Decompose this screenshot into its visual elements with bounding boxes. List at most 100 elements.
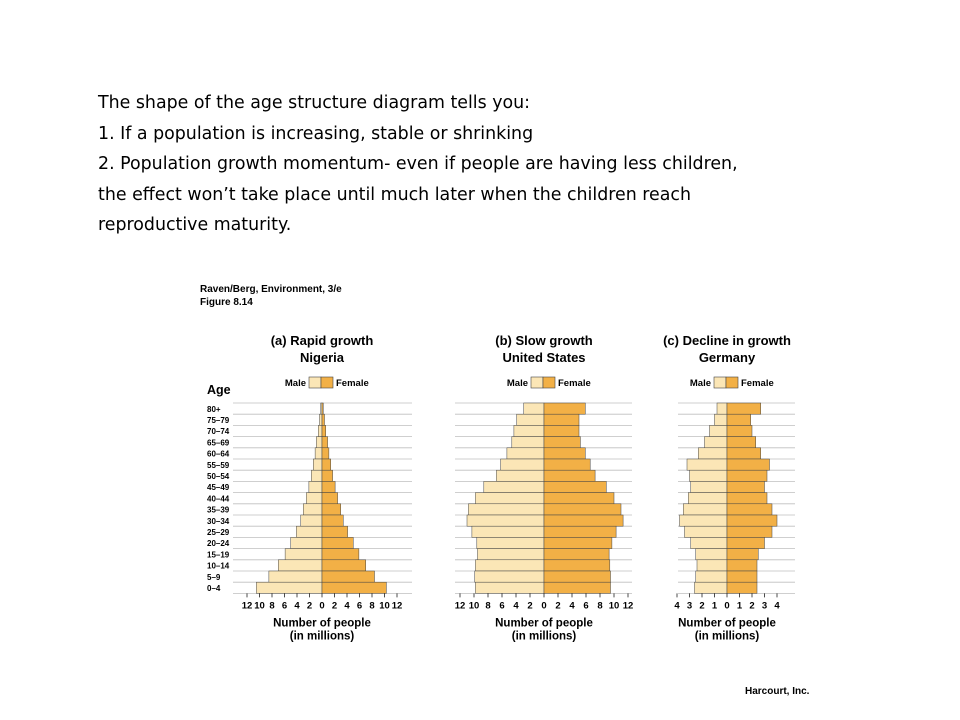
bar-male-12 xyxy=(684,525,728,538)
x-axis-label: (in millions) xyxy=(695,630,760,642)
bar-male-6 xyxy=(500,458,545,471)
pyramid-subtitle: Germany xyxy=(699,350,756,365)
age-tick-label: 10–14 xyxy=(207,562,230,571)
figure-credit: Harcourt, Inc. xyxy=(745,686,810,697)
x-tick-label: 6 xyxy=(499,600,504,611)
bar-male-17 xyxy=(694,581,728,594)
x-tick-label: 6 xyxy=(282,600,287,611)
slide-text-line-5: reproductive maturity. xyxy=(98,215,292,235)
pyramid-title: (c) Decline in growth xyxy=(663,333,791,348)
age-tick-label: 45–49 xyxy=(207,483,230,492)
bar-female-14 xyxy=(726,548,759,561)
bar-male-12 xyxy=(296,525,323,538)
bar-male-6 xyxy=(686,458,728,471)
legend-swatch-male xyxy=(530,376,544,389)
x-tick-label: 12 xyxy=(623,600,634,611)
bar-female-11 xyxy=(321,514,344,527)
bar-female-12 xyxy=(726,525,773,538)
bar-female-15 xyxy=(543,559,611,572)
bar-male-10 xyxy=(683,503,728,516)
bar-male-4 xyxy=(316,436,323,449)
legend-swatch-female xyxy=(725,376,739,389)
bar-female-8 xyxy=(726,481,765,493)
bar-male-2 xyxy=(516,413,545,426)
bar-male-13 xyxy=(476,537,545,549)
bar-female-7 xyxy=(543,469,596,482)
bar-male-12 xyxy=(471,525,545,538)
age-tick-label: 5–9 xyxy=(207,573,221,582)
age-tick-label: 75–79 xyxy=(207,416,230,425)
bar-female-2 xyxy=(321,413,325,426)
bar-female-10 xyxy=(543,503,622,516)
bar-female-13 xyxy=(321,537,354,549)
x-tick-label: 12 xyxy=(455,600,466,611)
bar-male-2 xyxy=(714,413,728,426)
legend-label-female: Female xyxy=(558,378,591,389)
bar-male-7 xyxy=(689,469,728,482)
x-axis-label: Number of people xyxy=(678,617,776,629)
legend-label-female: Female xyxy=(741,378,774,389)
x-tick-label: 10 xyxy=(379,600,390,611)
legend-label-female: Female xyxy=(336,378,369,389)
bar-male-17 xyxy=(256,581,323,594)
x-tick-label: 8 xyxy=(485,600,490,611)
bar-male-4 xyxy=(511,436,545,449)
pyramid-subtitle: Nigeria xyxy=(300,350,345,365)
bar-male-16 xyxy=(268,570,323,583)
bar-male-10 xyxy=(303,503,323,516)
bar-male-11 xyxy=(466,514,545,527)
x-axis-label: Number of people xyxy=(495,617,593,629)
bar-female-1 xyxy=(321,402,324,415)
bar-female-5 xyxy=(726,447,761,460)
age-tick-label: 65–69 xyxy=(207,438,230,447)
bar-male-8 xyxy=(690,481,728,493)
x-tick-label: 10 xyxy=(254,600,265,611)
bar-male-9 xyxy=(306,492,323,505)
bar-male-14 xyxy=(284,548,323,561)
bar-male-7 xyxy=(496,469,545,482)
bar-male-8 xyxy=(483,481,545,493)
bar-male-3 xyxy=(318,425,323,437)
bar-female-16 xyxy=(726,570,758,583)
x-tick-label: 6 xyxy=(357,600,362,611)
x-axis-label: Number of people xyxy=(273,617,371,629)
bar-female-10 xyxy=(726,503,773,516)
x-tick-label: 1 xyxy=(737,600,743,611)
age-tick-label: 70–74 xyxy=(207,427,230,436)
x-tick-label: 2 xyxy=(699,600,704,611)
age-tick-label: 0–4 xyxy=(207,584,221,593)
slide-text-line-2: 1. If a population is increasing, stable… xyxy=(98,123,534,144)
bar-female-9 xyxy=(321,492,338,505)
bar-male-3 xyxy=(709,425,728,437)
x-tick-label: 3 xyxy=(687,600,692,611)
bar-female-4 xyxy=(543,436,581,449)
x-tick-label: 3 xyxy=(762,600,767,611)
x-tick-label: 0 xyxy=(541,600,546,611)
x-tick-label: 10 xyxy=(609,600,620,611)
slide-text-line-1: The shape of the age structure diagram t… xyxy=(98,93,531,113)
bar-female-14 xyxy=(321,548,360,561)
legend-label-male: Male xyxy=(507,378,528,389)
x-tick-label: 12 xyxy=(242,600,253,611)
figure-source: Raven/Berg, Environment, 3/e xyxy=(200,284,342,295)
bar-female-13 xyxy=(543,537,613,549)
bar-male-5 xyxy=(506,447,545,460)
bar-female-3 xyxy=(321,425,326,437)
x-tick-label: 1 xyxy=(712,600,718,611)
slide-text-line-3: 2. Population growth momentum- even if p… xyxy=(98,154,738,174)
age-tick-label: 35–39 xyxy=(207,506,230,515)
x-tick-label: 0 xyxy=(724,600,729,611)
bar-male-5 xyxy=(698,447,728,460)
bar-female-17 xyxy=(543,581,611,594)
bar-female-4 xyxy=(321,436,328,449)
figure-number: Figure 8.14 xyxy=(200,297,253,308)
bar-male-14 xyxy=(477,548,545,561)
bar-female-6 xyxy=(321,458,331,471)
bar-female-13 xyxy=(726,537,765,549)
age-tick-label: 15–19 xyxy=(207,550,230,559)
bar-male-16 xyxy=(474,570,545,583)
bar-female-3 xyxy=(543,425,580,437)
age-tick-label: 40–44 xyxy=(207,494,230,503)
